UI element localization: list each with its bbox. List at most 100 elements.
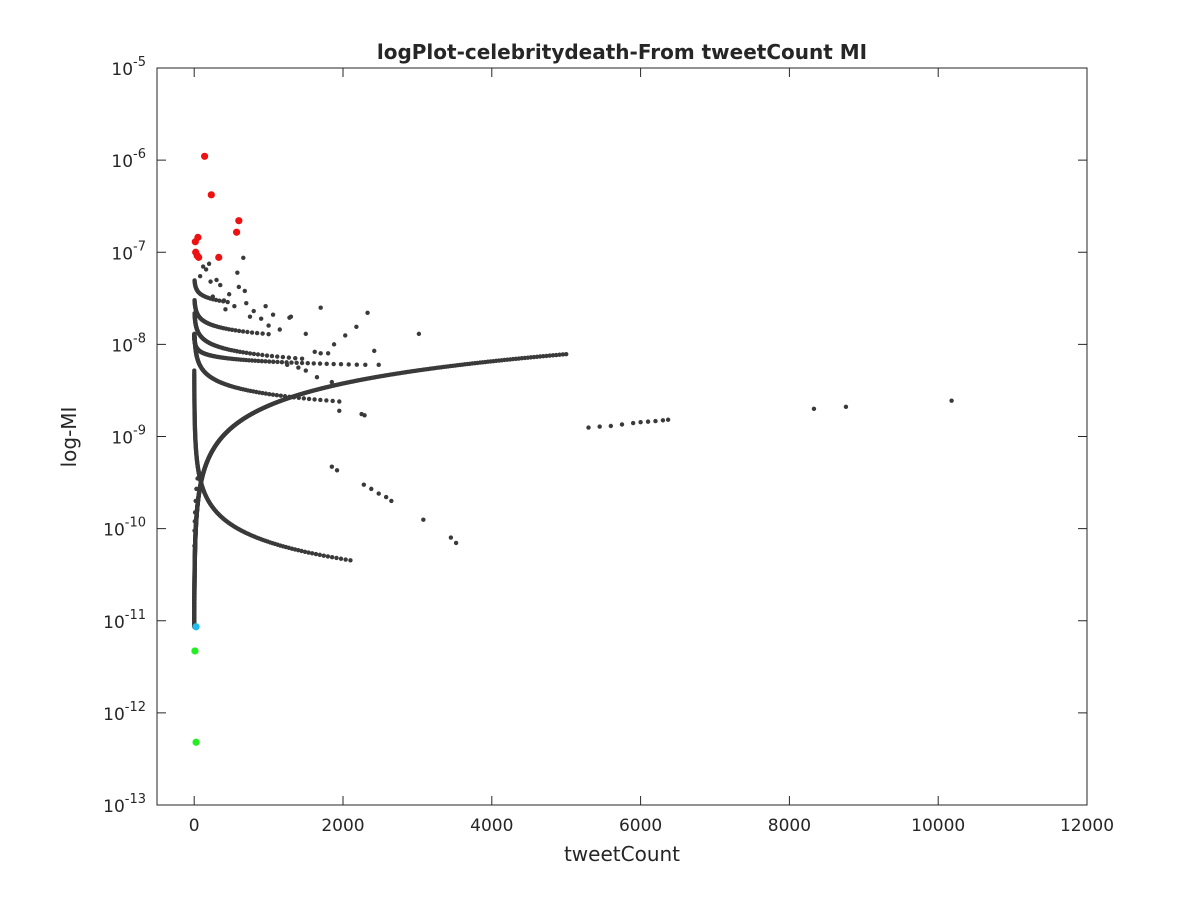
y-tick-exponent: -11 <box>125 608 146 623</box>
data-point-main <box>630 420 636 426</box>
data-point-main <box>192 510 198 515</box>
data-point-main <box>236 328 242 334</box>
data-point-main <box>306 550 311 555</box>
data-point-main <box>263 391 269 396</box>
data-point-main <box>244 300 249 306</box>
data-point-main <box>453 540 459 546</box>
data-point-main <box>256 358 261 364</box>
data-point-main <box>619 422 625 427</box>
data-point-main <box>264 353 270 358</box>
data-point-main <box>303 368 308 373</box>
data-point-main <box>296 548 301 553</box>
data-point-main <box>195 476 200 481</box>
data-point-main <box>309 551 315 556</box>
data-point-main <box>638 419 643 425</box>
data-point-main <box>226 292 232 297</box>
x-tick-label: 12000 <box>1060 816 1114 836</box>
data-point-main <box>337 399 342 404</box>
data-point-main <box>247 314 253 319</box>
y-tick-label: 10-12 <box>103 700 146 725</box>
y-tick-label: 10-6 <box>111 147 146 172</box>
data-point-main <box>343 557 348 562</box>
data-point-main <box>245 329 250 335</box>
y-tick-exponent: -9 <box>133 424 146 439</box>
data-point-main <box>321 553 326 558</box>
data-point-main <box>537 354 543 359</box>
y-tick-exponent: -8 <box>133 331 146 346</box>
data-point-main <box>242 288 247 294</box>
data-point-main <box>376 362 381 368</box>
data-point-main <box>389 498 394 504</box>
data-point-main <box>280 354 286 360</box>
data-points <box>191 152 954 746</box>
data-point-main <box>299 360 305 366</box>
y-tick-base: 10 <box>103 613 125 633</box>
data-point-main <box>554 352 559 358</box>
data-point-main <box>544 353 549 359</box>
data-point-main <box>279 359 285 365</box>
data-point-main <box>274 393 280 398</box>
data-point-main <box>318 397 323 403</box>
data-point-main <box>213 297 219 303</box>
y-tick-exponent: -13 <box>125 792 146 807</box>
data-point-main <box>329 464 335 469</box>
data-point-main <box>557 352 562 357</box>
y-tick-label: 10-10 <box>103 516 146 541</box>
data-point-high <box>215 253 223 261</box>
plot-area-background <box>157 68 1087 805</box>
data-point-main <box>311 361 316 366</box>
data-point-main <box>324 398 329 403</box>
data-point-main <box>331 342 337 347</box>
data-point-main <box>301 396 307 401</box>
data-point-main <box>229 327 235 333</box>
data-point-main <box>383 494 389 500</box>
data-point-main <box>416 331 422 337</box>
y-tick-exponent: -6 <box>133 147 146 162</box>
data-point-high <box>195 253 203 261</box>
data-point-main <box>317 361 323 366</box>
data-point-main <box>192 519 197 524</box>
data-point-main <box>214 277 219 283</box>
data-point-main <box>653 418 658 424</box>
data-point-main <box>251 308 256 314</box>
y-axis-label: log-MI <box>57 407 81 468</box>
y-tick-base: 10 <box>111 336 133 356</box>
data-point-main <box>312 397 317 402</box>
data-point-main <box>270 312 276 317</box>
data-point-main <box>263 303 268 309</box>
data-point-low_green <box>191 647 199 655</box>
y-tick-exponent: -12 <box>125 700 146 715</box>
data-point-high <box>235 217 243 225</box>
data-point-main <box>334 555 339 561</box>
y-tick-label: 10-7 <box>111 239 146 264</box>
data-point-main <box>372 348 377 354</box>
y-tick-label: 10-9 <box>111 424 146 449</box>
data-point-main <box>255 352 261 357</box>
data-point-main <box>289 360 294 365</box>
data-point-main <box>294 360 299 365</box>
data-point-main <box>547 353 552 358</box>
y-tick-base: 10 <box>111 60 133 80</box>
data-point-main <box>329 379 335 385</box>
data-point-low_cyan <box>192 623 200 631</box>
data-point-main <box>258 316 264 321</box>
data-point-main <box>193 498 198 504</box>
data-point-main <box>260 352 265 358</box>
data-point-main <box>949 398 954 403</box>
data-point-main <box>348 558 353 563</box>
data-point-high <box>201 152 209 160</box>
y-tick-base: 10 <box>103 797 125 817</box>
data-point-main <box>338 556 344 561</box>
data-point-main <box>354 362 360 367</box>
data-point-main <box>312 349 317 355</box>
data-point-main <box>236 284 242 290</box>
data-point-low_green <box>192 738 200 746</box>
data-point-main <box>299 356 305 361</box>
data-point-main <box>271 359 276 364</box>
data-point-main <box>318 351 323 356</box>
data-point-main <box>217 298 222 303</box>
data-point-main <box>541 354 546 359</box>
data-point-main <box>192 543 197 549</box>
x-tick-label: 6000 <box>619 816 662 836</box>
data-point-main <box>269 353 275 359</box>
